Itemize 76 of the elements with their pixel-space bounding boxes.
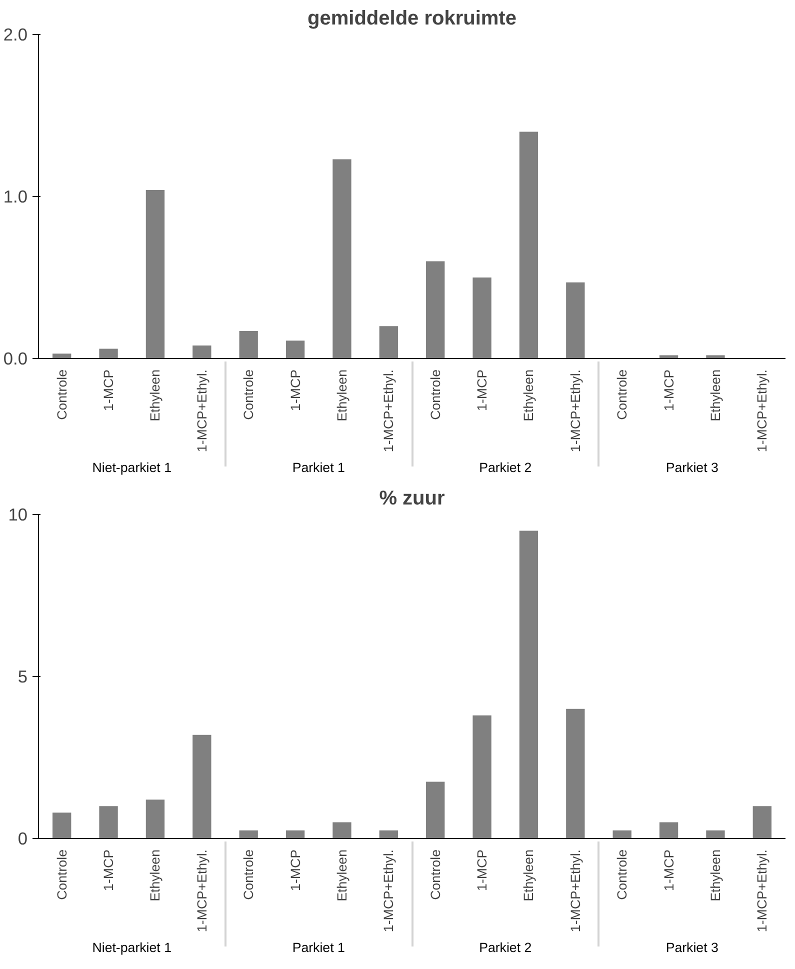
x-tick-label: 1-MCP+Ethyl. (194, 849, 210, 932)
text: Parkiet 1 (292, 460, 345, 476)
bar (192, 734, 212, 838)
x-tick-label: Controle (428, 849, 443, 900)
bar (146, 190, 165, 358)
bar (286, 340, 305, 358)
bar (612, 830, 632, 838)
text: Parkiet 3 (666, 940, 718, 956)
x-tick-label: 1-MCP+Ethyl. (568, 369, 583, 452)
bar (332, 822, 352, 838)
x-tick-label: 1-MCP+Ethyl. (381, 849, 396, 932)
bar (659, 822, 678, 838)
y-tick-label: 10 (8, 504, 28, 524)
bar (472, 278, 492, 358)
bar (519, 132, 538, 358)
x-tick-label: 1-MCP (474, 369, 490, 411)
bar (286, 830, 305, 838)
text: Parkiet 1 (292, 940, 345, 956)
bar (146, 800, 165, 838)
x-tick-label: Controle (54, 849, 70, 900)
x-tick-label: 1-MCP+Ethyl. (754, 849, 770, 932)
text: Parkiet 3 (666, 460, 718, 476)
x-tick-label: Controle (54, 369, 70, 420)
bar (192, 346, 212, 358)
bar (426, 782, 445, 838)
x-tick-label: Ethyleen (708, 849, 723, 902)
x-tick-label: Ethyleen (521, 369, 536, 422)
bar (239, 830, 258, 838)
bar (472, 715, 492, 838)
y-tick-label: 1.0 (3, 186, 28, 206)
x-tick-label: 1-MCP (661, 849, 676, 891)
x-tick-label: Ethyleen (521, 849, 536, 902)
text: Parkiet 2 (479, 940, 532, 956)
bar (379, 830, 398, 838)
bar (566, 708, 585, 838)
x-tick-label: Ethyleen (334, 849, 350, 902)
x-tick-label: 1-MCP (288, 369, 303, 411)
bar (332, 159, 352, 358)
x-tick-label: 1-MCP (474, 849, 490, 891)
x-tick-label: 1-MCP (101, 369, 116, 411)
text: Parkiet 2 (479, 460, 532, 476)
x-tick-label: 1-MCP (288, 849, 303, 891)
x-tick-label: 1-MCP (101, 849, 116, 891)
bar (706, 830, 725, 838)
bar (752, 806, 772, 838)
bar (99, 806, 118, 838)
bar (519, 530, 538, 838)
y-tick-label: 2.0 (3, 24, 28, 44)
x-tick-label: Ethyleen (148, 849, 163, 902)
x-tick-label: Controle (241, 849, 256, 900)
x-tick-label: Controle (428, 369, 443, 420)
text: Niet-parkiet 1 (92, 460, 172, 476)
bar (52, 812, 72, 838)
y-tick-label: 0 (18, 828, 28, 848)
text: Niet-parkiet 1 (92, 940, 172, 956)
x-tick-label: 1-MCP (661, 369, 676, 411)
x-tick-label: Ethyleen (334, 369, 350, 422)
bar (239, 330, 258, 358)
bar (379, 326, 398, 358)
x-tick-label: 1-MCP+Ethyl. (381, 369, 396, 452)
x-tick-label: Ethyleen (148, 369, 163, 422)
bar (566, 282, 585, 358)
x-tick-label: Controle (614, 369, 630, 420)
x-tick-label: 1-MCP+Ethyl. (754, 369, 770, 452)
bar (99, 348, 118, 358)
x-tick-label: 1-MCP+Ethyl. (194, 369, 210, 452)
x-tick-label: Controle (241, 369, 256, 420)
y-tick-label: 5 (18, 666, 28, 686)
chart-title: % zuur (379, 488, 445, 510)
x-tick-label: Controle (614, 849, 630, 900)
y-tick-label: 0.0 (3, 348, 28, 368)
bar (52, 354, 72, 358)
bar (426, 261, 445, 358)
x-tick-label: Ethyleen (708, 369, 723, 422)
x-tick-label: 1-MCP+Ethyl. (568, 849, 583, 932)
chart-title: gemiddelde rokruimte (308, 8, 516, 30)
